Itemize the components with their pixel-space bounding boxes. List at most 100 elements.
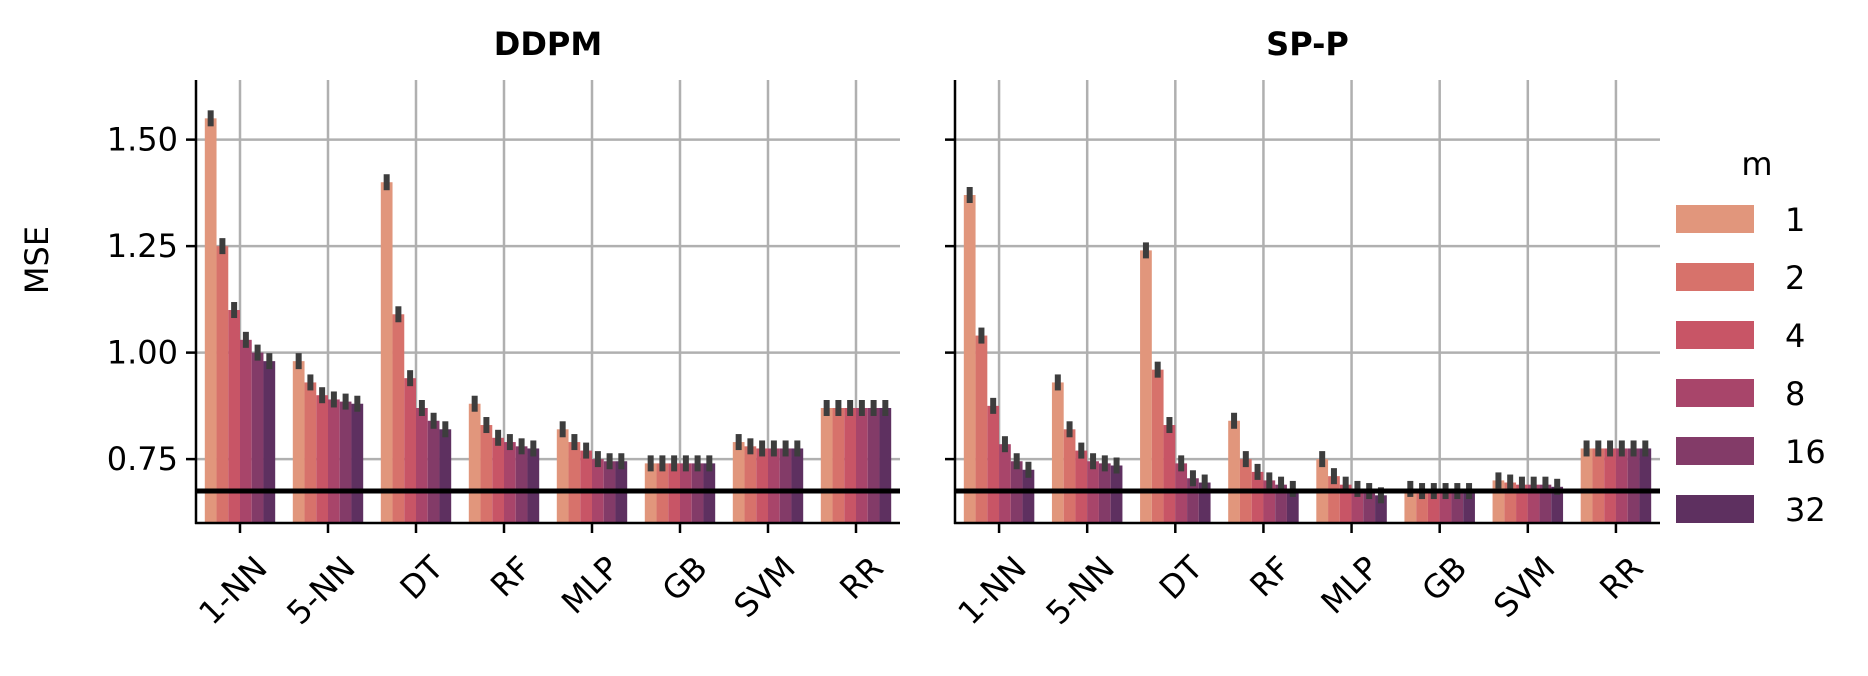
bar	[1416, 491, 1428, 523]
bar	[568, 442, 581, 523]
bar	[1527, 484, 1540, 523]
legend-swatch	[1676, 321, 1754, 349]
bar	[316, 395, 328, 523]
bar	[1439, 491, 1452, 523]
bar	[204, 118, 217, 523]
bar	[963, 195, 976, 523]
bar	[1263, 480, 1276, 523]
bar	[1604, 448, 1616, 523]
bar	[304, 382, 317, 523]
bar	[292, 361, 305, 523]
x-tick-label: 5-NN	[279, 549, 362, 632]
bar	[1228, 420, 1240, 523]
x-tick-label: SVM	[1486, 549, 1562, 625]
legend-label: 32	[1785, 491, 1826, 529]
bar	[504, 442, 516, 523]
bar	[1404, 488, 1417, 523]
y-axis-label: MSE	[18, 226, 56, 294]
bar	[380, 182, 393, 523]
bar	[492, 437, 504, 523]
bar	[779, 448, 792, 523]
bar	[756, 448, 768, 523]
y-tick-label: 1.50	[107, 121, 178, 159]
bar	[1075, 450, 1088, 523]
panels: 0.751.001.251.501-NN 5-NN DT RF MLP GB SVM RRDD…	[107, 25, 1660, 632]
x-tick-label: DT	[1152, 548, 1210, 606]
legend-swatch	[1676, 263, 1754, 291]
bar	[1063, 429, 1076, 523]
bar	[439, 429, 452, 523]
bar	[328, 399, 340, 523]
bar	[879, 407, 892, 523]
bar	[251, 352, 264, 523]
bar	[1504, 482, 1517, 523]
x-tick-label: GB	[655, 549, 715, 609]
bar	[392, 314, 405, 523]
bar	[404, 378, 416, 523]
x-tick-label: 1-NN	[950, 549, 1033, 632]
legend-label: 1	[1785, 201, 1805, 239]
bar	[987, 405, 1000, 523]
panel-sp-p: 1-NN 5-NN DT RF MLP GB SVM RR SP-P	[945, 25, 1660, 632]
panel-title: SP-P	[1266, 25, 1349, 63]
x-tick-label: 1-NN	[191, 549, 274, 632]
x-tick-label: MLP	[554, 549, 627, 622]
bar	[832, 407, 845, 523]
bar	[1580, 448, 1593, 523]
bar	[240, 339, 252, 523]
bar	[732, 442, 745, 523]
bar	[1286, 488, 1299, 523]
bar	[1516, 484, 1528, 523]
bar	[1592, 448, 1605, 523]
bar	[1022, 469, 1035, 523]
bar	[1539, 484, 1552, 523]
bar	[416, 407, 428, 523]
bar	[844, 407, 856, 523]
bar	[228, 310, 240, 523]
bar	[1251, 471, 1264, 523]
legend-label: 8	[1785, 375, 1805, 413]
panel-ddpm: 0.75 1.00 1.25 1.50 1-NN 5-NN DT RF MLP GB SVM RR DD…	[107, 25, 900, 632]
bar	[1198, 482, 1211, 523]
bar	[263, 361, 276, 523]
bar	[791, 448, 804, 523]
bar	[1363, 491, 1376, 523]
bar	[1351, 488, 1364, 523]
x-tick-label: 5-NN	[1039, 549, 1122, 632]
bar	[339, 401, 352, 523]
legend-title: m	[1741, 145, 1772, 183]
x-tick-label: DT	[393, 548, 451, 606]
x-tick-label: RR	[1592, 549, 1650, 607]
x-tick-label: RF	[1242, 549, 1298, 605]
legend-swatch	[1676, 379, 1754, 407]
legend-swatch	[1676, 205, 1754, 233]
bar	[515, 446, 528, 523]
bar	[856, 407, 868, 523]
bar	[351, 403, 364, 523]
bar	[1110, 465, 1123, 523]
bar	[1427, 491, 1440, 523]
y-tick-label: 1.00	[107, 334, 178, 372]
bar	[556, 429, 569, 523]
bar	[1463, 491, 1475, 523]
bar	[527, 448, 540, 523]
legend-label: 2	[1785, 259, 1805, 297]
bar	[427, 420, 440, 523]
bar	[1187, 478, 1199, 523]
bar	[1051, 382, 1064, 523]
bar	[1151, 369, 1164, 523]
bar	[867, 407, 880, 523]
panel-title: DDPM	[494, 25, 602, 63]
legend-label: 16	[1785, 433, 1826, 471]
bar	[216, 246, 229, 523]
bar	[744, 446, 757, 523]
x-tick-label: GB	[1414, 549, 1474, 609]
x-tick-label: RR	[832, 549, 890, 607]
bar	[1275, 484, 1287, 523]
bar	[1492, 480, 1505, 523]
x-tick-label: RF	[483, 549, 539, 605]
y-tick-label: 1.25	[107, 227, 178, 265]
bar	[1615, 448, 1628, 523]
x-tick-label: MLP	[1314, 549, 1387, 622]
